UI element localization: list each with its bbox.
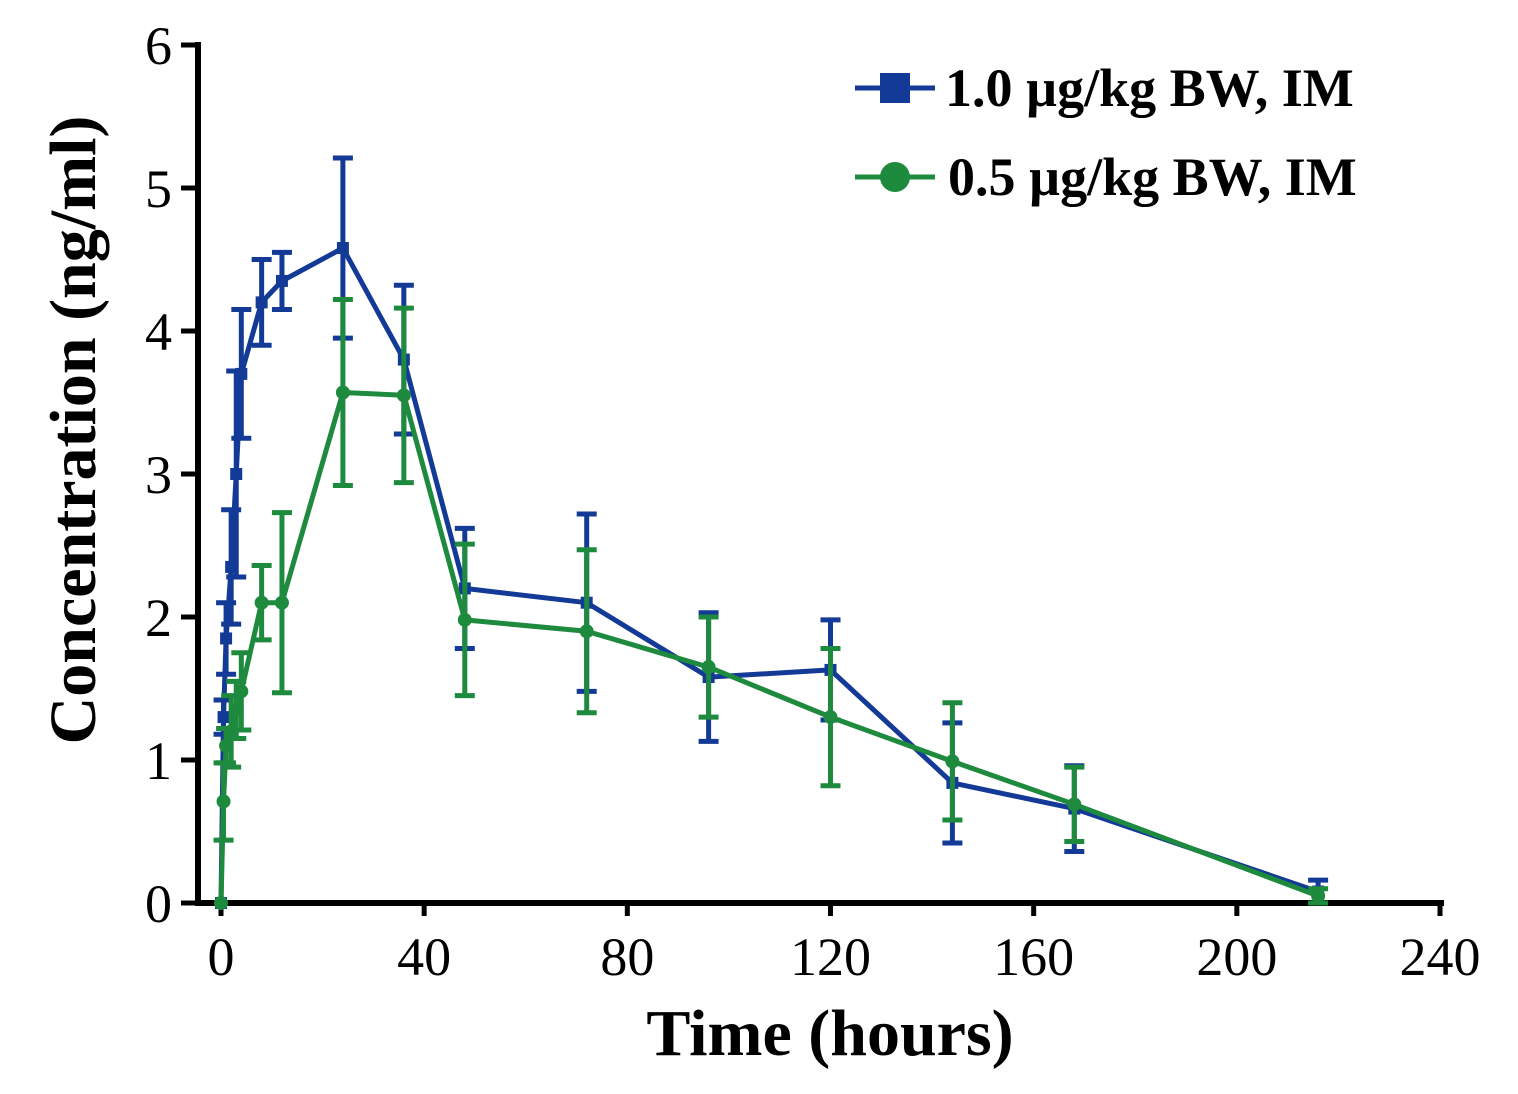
data-point bbox=[457, 612, 472, 627]
data-point bbox=[701, 660, 716, 675]
legend-item-series-1: 1.0 µg/kg BW, IM bbox=[855, 58, 1354, 118]
series-line bbox=[218, 245, 1319, 904]
data-point bbox=[230, 468, 243, 480]
y-tick-label: 2 bbox=[145, 588, 172, 648]
y-tick-label: 5 bbox=[145, 159, 172, 219]
data-point bbox=[235, 367, 248, 380]
data-point bbox=[274, 595, 289, 610]
legend-label-series-1: 1.0 µg/kg BW, IM bbox=[945, 58, 1354, 118]
legend-square-marker bbox=[880, 73, 910, 103]
data-point bbox=[579, 624, 594, 639]
data-point bbox=[225, 560, 238, 573]
data-point bbox=[255, 296, 268, 309]
series-line bbox=[218, 390, 1319, 904]
y-tick-label: 6 bbox=[145, 16, 172, 76]
data-point bbox=[945, 754, 960, 769]
x-tick-label: 160 bbox=[993, 927, 1074, 987]
y-axis-title: Concentration (ng/ml) bbox=[37, 116, 110, 745]
data-point bbox=[336, 242, 349, 255]
data-point bbox=[220, 632, 233, 645]
series-2 bbox=[213, 297, 1329, 910]
x-tick-label: 120 bbox=[790, 927, 871, 987]
data-point bbox=[275, 274, 288, 287]
data-point bbox=[214, 896, 228, 910]
legend: 1.0 µg/kg BW, IM 0.5 µg/kg BW, IM bbox=[855, 58, 1357, 207]
x-axis-title: Time (hours) bbox=[646, 997, 1013, 1070]
series bbox=[213, 155, 1329, 910]
data-point bbox=[219, 738, 234, 753]
x-tick-label: 80 bbox=[600, 927, 654, 987]
tick-labels: 0 40 80 120 160 200 240 0 1 2 3 4 5 6 bbox=[145, 16, 1481, 987]
data-point bbox=[1067, 797, 1082, 812]
y-tick-label: 4 bbox=[145, 302, 172, 362]
series-1 bbox=[213, 155, 1329, 909]
x-tick-label: 0 bbox=[208, 927, 235, 987]
data-point bbox=[217, 711, 230, 724]
tick-marks bbox=[181, 42, 1443, 916]
x-tick-label: 240 bbox=[1400, 927, 1481, 987]
x-tick-label: 40 bbox=[397, 927, 451, 987]
data-point bbox=[823, 710, 838, 725]
data-point bbox=[229, 702, 244, 717]
y-tick-label: 0 bbox=[145, 874, 172, 934]
legend-item-series-2: 0.5 µg/kg BW, IM bbox=[855, 147, 1357, 207]
y-tick-label: 1 bbox=[145, 731, 172, 791]
data-point bbox=[234, 684, 249, 699]
data-point bbox=[216, 794, 231, 809]
x-tick-label: 200 bbox=[1196, 927, 1277, 987]
y-tick-label: 3 bbox=[145, 445, 172, 505]
data-point bbox=[254, 595, 269, 610]
data-point bbox=[396, 388, 411, 403]
legend-circle-marker bbox=[880, 162, 910, 192]
legend-label-series-2: 0.5 µg/kg BW, IM bbox=[948, 147, 1357, 207]
data-point bbox=[335, 385, 350, 400]
data-point bbox=[224, 724, 239, 739]
data-point bbox=[1311, 888, 1326, 903]
